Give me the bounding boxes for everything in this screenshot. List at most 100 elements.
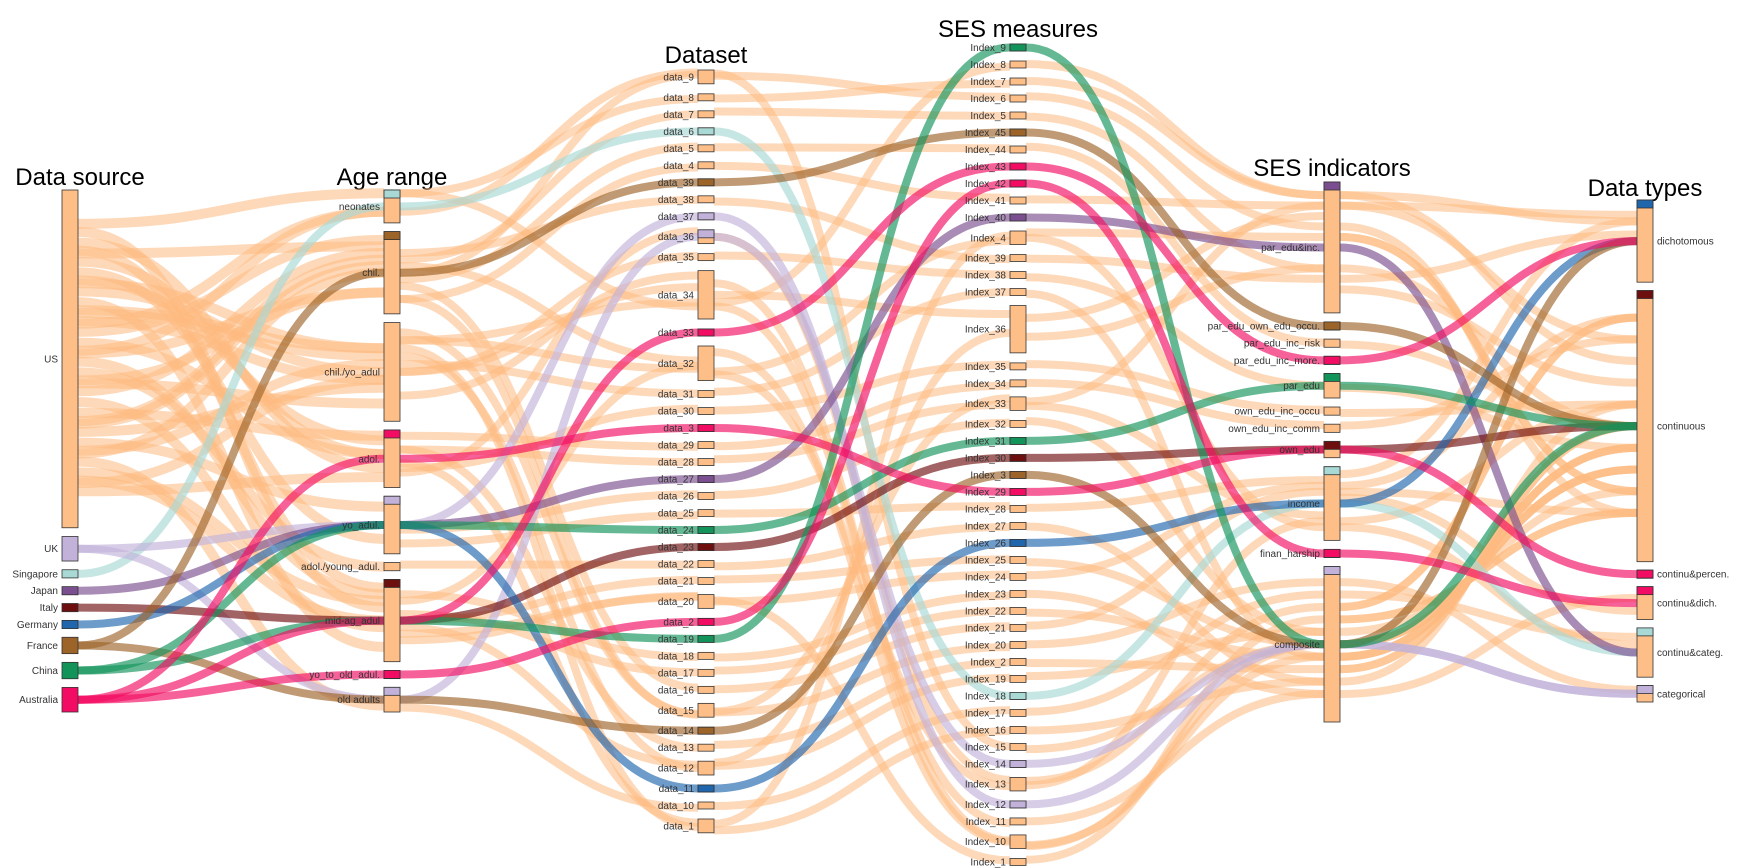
node-accent-adol- — [383, 429, 401, 439]
link-us-18-2 — [713, 591, 1011, 662]
link-us-25-4 — [1339, 508, 1638, 624]
node-label-index-24: Index_24 — [965, 572, 1007, 583]
link-us-33-1 — [399, 459, 699, 827]
node-label-data-2: data_2 — [663, 617, 694, 628]
link-us-12-2 — [713, 400, 1011, 464]
node-accent-data-14 — [697, 726, 715, 735]
link-australia-12-4 — [1339, 549, 1638, 608]
node-label-yo-to-old-adul-: yo_to_old_adul. — [309, 670, 380, 681]
node-data-16 — [697, 685, 715, 694]
node-label-continu-percen-: continu&percen. — [1657, 570, 1729, 581]
link-us-20-2 — [713, 622, 1011, 694]
link-china-9-4 — [1339, 422, 1638, 649]
node-label-data-22: data_22 — [658, 560, 695, 571]
node-data-38 — [697, 195, 715, 204]
link-france-7-1 — [399, 695, 699, 735]
node-label-data-31: data_31 — [658, 390, 695, 401]
link-australia-10-4 — [1339, 445, 1638, 579]
node-accent-par-edu-own-edu-occu- — [1323, 321, 1341, 331]
link-us-18-3 — [1025, 589, 1325, 699]
node-accent-index-40 — [1009, 213, 1027, 222]
link-us-28-4 — [1339, 313, 1638, 611]
node-income — [1323, 466, 1341, 541]
node-index-4 — [1009, 230, 1027, 245]
node-label-index-36: Index_36 — [965, 325, 1007, 336]
node-label-data-14: data_14 — [658, 726, 695, 737]
node-index-5 — [1009, 111, 1027, 120]
link-us-32-1 — [399, 352, 699, 773]
node-label-index-34: Index_34 — [965, 379, 1007, 390]
node-index-11 — [1009, 817, 1027, 826]
node-label-par-edu-inc-risk: par_edu_inc_risk — [1244, 339, 1321, 350]
node-accent-data-36 — [697, 229, 715, 239]
link-china-9-3 — [1025, 43, 1325, 649]
link-us-1-1 — [399, 94, 699, 198]
node-label-par-edu-inc-: par_edu&inc. — [1261, 243, 1320, 254]
link-australia-11-3 — [1025, 162, 1325, 365]
node-index-35 — [1009, 362, 1027, 371]
node-label-germany: Germany — [17, 620, 58, 631]
node-label-composite: composite — [1274, 640, 1320, 651]
node-data-34 — [697, 270, 715, 320]
node-label-index-12: Index_12 — [965, 800, 1007, 811]
node-uk — [61, 536, 79, 562]
node-singapore — [61, 569, 79, 579]
node-label-data-23: data_23 — [658, 543, 695, 554]
node-label-index-14: Index_14 — [965, 759, 1007, 770]
node-label-categorical: categorical — [1657, 689, 1705, 700]
node-label-index-1: Index_1 — [970, 857, 1006, 868]
node-index-39 — [1009, 254, 1027, 262]
node-label-own-edu-inc-occu: own_edu_inc_occu — [1234, 407, 1320, 418]
node-accent-index-18 — [1009, 692, 1027, 700]
node-accent-data-24 — [697, 526, 715, 534]
node-label-data-33: data_33 — [658, 328, 695, 339]
node-label-own-edu: own_edu — [1279, 445, 1320, 456]
link-australia-12-0 — [77, 670, 385, 704]
link-us-2-3 — [1025, 112, 1325, 273]
link-australia-12-3 — [1025, 179, 1325, 558]
node-label-index-37: Index_37 — [965, 288, 1007, 299]
node-japan — [61, 586, 79, 596]
node-accent-par-edu-inc- — [1323, 181, 1341, 191]
node-label-index-3: Index_3 — [970, 470, 1006, 481]
node-accent-data-33 — [697, 328, 715, 337]
node-label-index-38: Index_38 — [965, 271, 1007, 282]
node-label-index-13: Index_13 — [965, 780, 1007, 791]
column-title-2: Dataset — [665, 42, 748, 69]
link-us-0-2 — [713, 71, 1011, 101]
node-label-data-35: data_35 — [658, 253, 695, 264]
link-us-33-2 — [713, 231, 1011, 828]
node-label-data-36: data_36 — [658, 232, 695, 243]
link-us-31-3 — [1025, 59, 1325, 200]
node-index-34 — [1009, 379, 1027, 388]
link-us-8-4 — [1339, 313, 1638, 490]
link-us-26-1 — [399, 70, 699, 277]
node-label-index-18: Index_18 — [965, 691, 1007, 702]
node-continuous — [1636, 290, 1654, 563]
node-label-index-45: Index_45 — [965, 128, 1007, 139]
node-label-data-34: data_34 — [658, 290, 695, 301]
node-index-6 — [1009, 94, 1027, 103]
link-us-4-1 — [399, 163, 699, 304]
node-label-singapore: Singapore — [12, 569, 58, 580]
node-data-22 — [697, 560, 715, 568]
node-accent-index-42 — [1009, 179, 1027, 188]
column-title-4: SES indicators — [1253, 155, 1410, 182]
link-us-33-0 — [77, 275, 385, 446]
node-accent-index-31 — [1009, 436, 1027, 445]
link-italy-4-1 — [399, 543, 699, 625]
link-us-36-1 — [399, 283, 699, 376]
node-label-data-19: data_19 — [658, 634, 695, 645]
node-label-data-38: data_38 — [658, 195, 695, 206]
node-label-data-28: data_28 — [658, 458, 695, 469]
node-label-index-43: Index_43 — [965, 162, 1007, 173]
link-us-10-2 — [713, 360, 1011, 415]
node-label-continuous: continuous — [1657, 422, 1705, 433]
node-accent-old-adults — [383, 686, 401, 696]
node-accent-index-29 — [1009, 487, 1027, 496]
link-us-35-2 — [713, 370, 1011, 791]
node-label-data-15: data_15 — [658, 706, 695, 717]
node-yo-adul- — [383, 495, 401, 555]
node-label-continu-categ-: continu&categ. — [1657, 648, 1723, 659]
